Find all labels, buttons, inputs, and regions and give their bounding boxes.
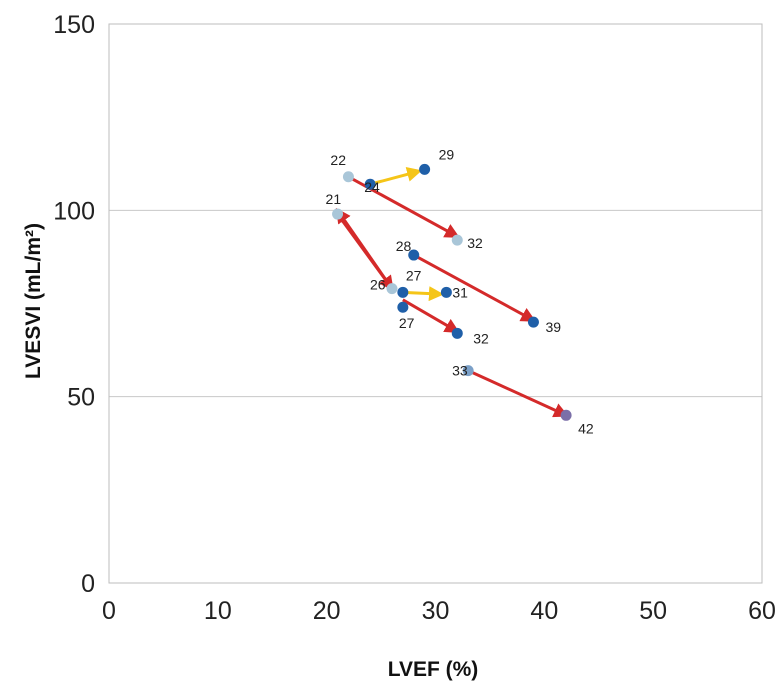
point-label: 32 [467, 235, 483, 251]
point-labels: 22 24 29 21 32 28 39 26 27 31 27 32 33 42 [326, 146, 594, 436]
point-label: 42 [578, 420, 594, 436]
x-tick-label: 20 [313, 597, 341, 625]
x-tick-label: 40 [530, 597, 558, 625]
data-point [397, 301, 409, 313]
point-label: 27 [406, 267, 422, 283]
y-tick-labels: 0 50 100 150 [53, 11, 95, 598]
point-label: 31 [452, 284, 468, 300]
x-tick-label: 50 [639, 597, 667, 625]
point-label: 21 [326, 191, 342, 207]
data-point [527, 316, 539, 328]
point-label: 28 [396, 238, 412, 254]
y-tick-label: 100 [53, 197, 95, 225]
grid [109, 209, 762, 398]
data-point [408, 249, 420, 261]
y-tick-label: 50 [67, 384, 95, 412]
point-label: 27 [399, 315, 415, 331]
point-label: 24 [364, 179, 380, 195]
trajectory-arrow [402, 298, 460, 333]
plot-frame [108, 23, 763, 584]
data-point [440, 286, 452, 298]
data-point [386, 283, 398, 295]
x-tick-label: 10 [204, 597, 232, 625]
data-point [364, 178, 376, 190]
trajectory-arrow [336, 213, 394, 292]
point-label: 39 [545, 319, 561, 335]
data-point [560, 409, 572, 421]
x-tick-label: 30 [422, 597, 450, 625]
x-tick-labels: 0 10 20 30 40 50 60 [102, 597, 776, 625]
data-point [332, 208, 344, 220]
point-label: 29 [439, 146, 455, 162]
data-point [462, 365, 474, 377]
trajectory-arrow [369, 167, 423, 186]
trajectory-arrow [467, 369, 569, 418]
data-point [451, 327, 463, 339]
data-point [342, 171, 354, 183]
data-point [451, 234, 463, 246]
y-tick-label: 0 [81, 570, 95, 598]
data-point [397, 286, 409, 298]
x-axis-title: LVEF (%) [388, 658, 479, 681]
trajectory-arrow [413, 253, 537, 322]
trajectory-arrow [402, 286, 444, 302]
y-axis-title: LVESVI (mL/m²) [22, 223, 45, 379]
point-label: 32 [473, 330, 489, 346]
point-label: 33 [452, 363, 468, 379]
point-label: 22 [330, 152, 346, 168]
x-tick-label: 0 [102, 597, 116, 625]
y-tick-label: 150 [53, 11, 95, 39]
points [332, 163, 572, 421]
data-point [419, 163, 431, 175]
x-tick-label: 60 [748, 597, 776, 625]
point-label: 26 [370, 277, 386, 293]
